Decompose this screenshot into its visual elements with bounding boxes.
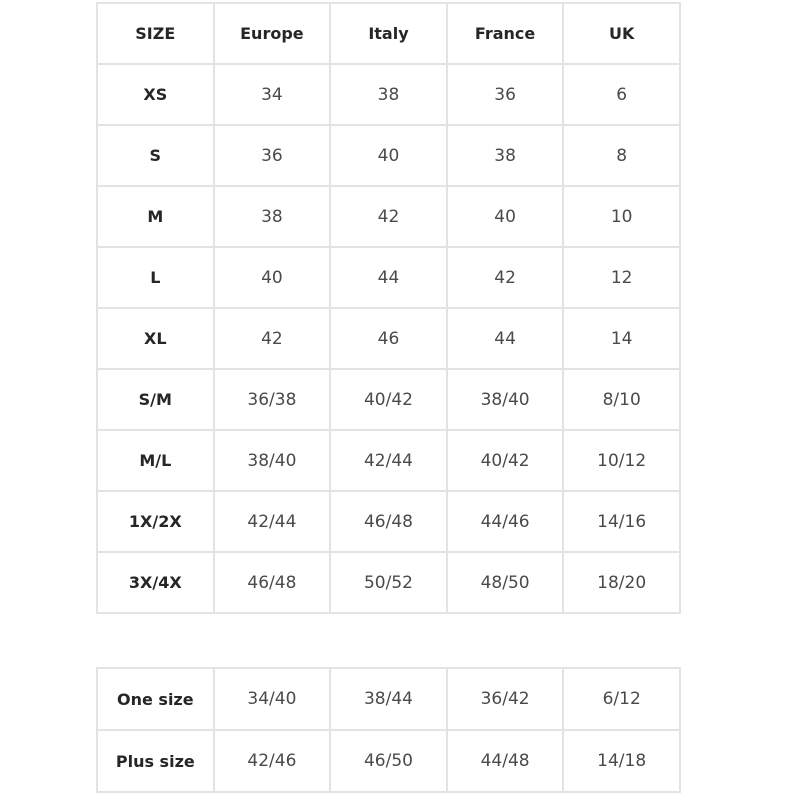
size-value-cell: 40 xyxy=(212,246,332,309)
size-label-cell: M xyxy=(96,185,215,248)
size-value-cell: 34 xyxy=(212,63,332,126)
size-conversion-table: SIZE Europe Italy France UK XS 34 38 36 6 S 36 40 38 8… xyxy=(96,2,681,614)
size-value-cell: 46/48 xyxy=(329,490,448,553)
size-value-cell: 44 xyxy=(445,307,565,370)
one-plus-size-table: One size 34/40 38/44 36/42 6/12 Plus size 42/4… xyxy=(96,667,681,793)
size-value-cell: 8 xyxy=(562,124,681,187)
size-value-cell: 10 xyxy=(562,185,681,248)
size-value-cell: 12 xyxy=(562,246,681,309)
size-label-cell: 3X/4X xyxy=(96,551,215,614)
table-row: S 36 40 38 8 xyxy=(96,124,681,187)
size-value-cell: 42 xyxy=(445,246,565,309)
size-value-cell: 50/52 xyxy=(329,551,448,614)
size-value-cell: 42/46 xyxy=(212,729,332,793)
size-value-cell: 42 xyxy=(329,185,448,248)
size-value-cell: 38 xyxy=(445,124,565,187)
size-label-cell: M/L xyxy=(96,429,215,492)
size-value-cell: 8/10 xyxy=(562,368,681,431)
size-value-cell: 14/18 xyxy=(562,729,681,793)
size-value-cell: 36/38 xyxy=(212,368,332,431)
size-value-cell: 46/50 xyxy=(329,729,448,793)
size-value-cell: 36 xyxy=(212,124,332,187)
size-value-cell: 46/48 xyxy=(212,551,332,614)
table-row: 1X/2X 42/44 46/48 44/46 14/16 xyxy=(96,490,681,553)
size-value-cell: 38 xyxy=(212,185,332,248)
size-label-cell: XL xyxy=(96,307,215,370)
table-row: S/M 36/38 40/42 38/40 8/10 xyxy=(96,368,681,431)
size-value-cell: 10/12 xyxy=(562,429,681,492)
column-header: Europe xyxy=(212,2,332,65)
size-value-cell: 42 xyxy=(212,307,332,370)
size-value-cell: 38/44 xyxy=(329,667,448,731)
column-header: UK xyxy=(562,2,681,65)
size-value-cell: 40/42 xyxy=(445,429,565,492)
header-row: SIZE Europe Italy France UK xyxy=(96,2,681,65)
size-value-cell: 38/40 xyxy=(445,368,565,431)
table-row: L 40 44 42 12 xyxy=(96,246,681,309)
size-value-cell: 40 xyxy=(445,185,565,248)
column-header: Italy xyxy=(329,2,448,65)
size-value-cell: 48/50 xyxy=(445,551,565,614)
size-value-cell: 34/40 xyxy=(212,667,332,731)
size-label-cell: S/M xyxy=(96,368,215,431)
size-value-cell: 44/48 xyxy=(445,729,565,793)
table-row: 3X/4X 46/48 50/52 48/50 18/20 xyxy=(96,551,681,614)
size-value-cell: 40 xyxy=(329,124,448,187)
size-value-cell: 38/40 xyxy=(212,429,332,492)
table-row: One size 34/40 38/44 36/42 6/12 xyxy=(96,667,681,731)
size-value-cell: 36/42 xyxy=(445,667,565,731)
size-value-cell: 44/46 xyxy=(445,490,565,553)
size-value-cell: 46 xyxy=(329,307,448,370)
size-label-cell: XS xyxy=(96,63,215,126)
size-value-cell: 6/12 xyxy=(562,667,681,731)
size-value-cell: 42/44 xyxy=(212,490,332,553)
size-value-cell: 14 xyxy=(562,307,681,370)
size-label-cell: L xyxy=(96,246,215,309)
table-row: XL 42 46 44 14 xyxy=(96,307,681,370)
size-label-cell: One size xyxy=(96,667,215,731)
table-row: Plus size 42/46 46/50 44/48 14/18 xyxy=(96,729,681,793)
size-value-cell: 40/42 xyxy=(329,368,448,431)
size-value-cell: 36 xyxy=(445,63,565,126)
size-value-cell: 6 xyxy=(562,63,681,126)
table-row: M/L 38/40 42/44 40/42 10/12 xyxy=(96,429,681,492)
size-label-cell: 1X/2X xyxy=(96,490,215,553)
size-value-cell: 38 xyxy=(329,63,448,126)
size-value-cell: 44 xyxy=(329,246,448,309)
table-row: XS 34 38 36 6 xyxy=(96,63,681,126)
size-value-cell: 18/20 xyxy=(562,551,681,614)
size-value-cell: 42/44 xyxy=(329,429,448,492)
size-value-cell: 14/16 xyxy=(562,490,681,553)
column-header: SIZE xyxy=(96,2,215,65)
size-label-cell: Plus size xyxy=(96,729,215,793)
table-row: M 38 42 40 10 xyxy=(96,185,681,248)
size-label-cell: S xyxy=(96,124,215,187)
column-header: France xyxy=(445,2,565,65)
